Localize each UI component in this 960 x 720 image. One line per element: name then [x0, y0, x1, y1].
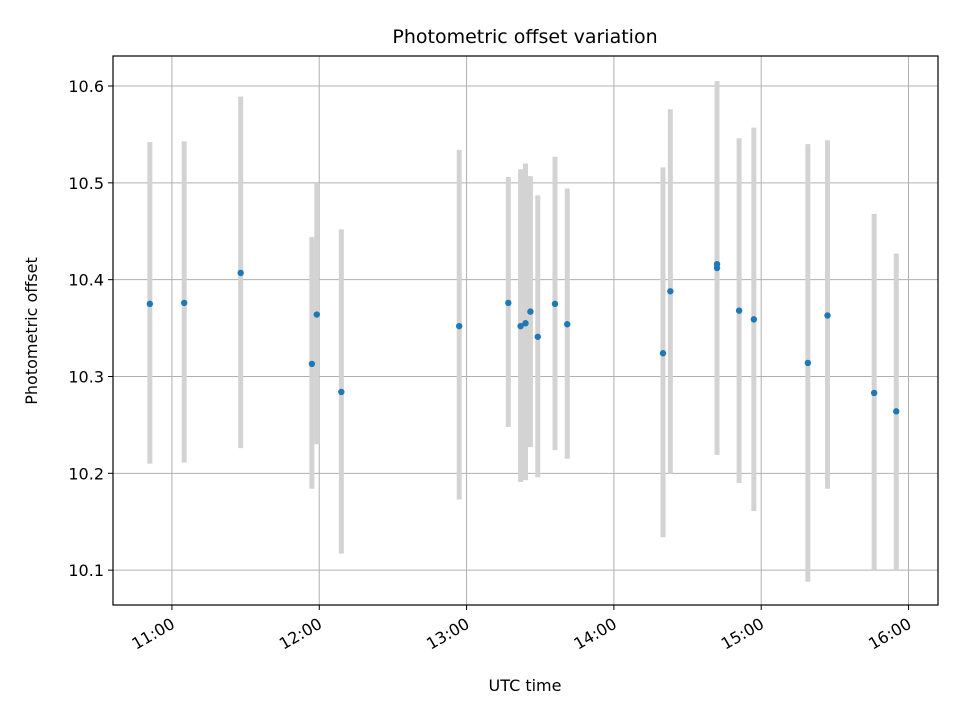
y-tick-label: 10.5 — [68, 174, 104, 193]
data-point — [517, 322, 524, 330]
data-point — [313, 311, 320, 318]
data-point — [522, 320, 529, 327]
data-point — [551, 300, 559, 308]
y-tick-label: 10.2 — [68, 464, 104, 483]
data-point — [750, 316, 758, 323]
y-tick-label: 10.1 — [68, 561, 104, 580]
y-axis-ticks: 10.1 10.2 10.3 10.4 10.5 10.6 — [68, 77, 113, 580]
data-point — [713, 264, 721, 272]
chart-title: Photometric offset variation — [392, 26, 657, 48]
data-point — [893, 408, 900, 415]
data-point — [456, 322, 463, 330]
data-point — [870, 389, 878, 397]
data-point — [667, 288, 674, 295]
data-point — [237, 269, 244, 277]
data-point — [824, 312, 831, 319]
data-point — [534, 333, 541, 340]
data-point — [735, 307, 743, 314]
x-axis-label: UTC time — [489, 676, 562, 695]
data-point — [181, 299, 188, 307]
y-tick-label: 10.3 — [68, 367, 104, 386]
data-point — [505, 299, 512, 307]
data-point — [308, 360, 316, 368]
data-point — [338, 388, 345, 396]
data-point — [564, 321, 571, 328]
y-axis-label: Photometric offset — [22, 257, 41, 405]
data-point — [804, 359, 812, 367]
y-tick-label: 10.6 — [68, 77, 104, 96]
data-point — [146, 300, 154, 308]
y-tick-label: 10.4 — [68, 271, 104, 290]
data-point — [527, 308, 534, 315]
data-points — [146, 260, 900, 415]
plot-frame — [112, 55, 939, 606]
data-point — [659, 350, 667, 357]
